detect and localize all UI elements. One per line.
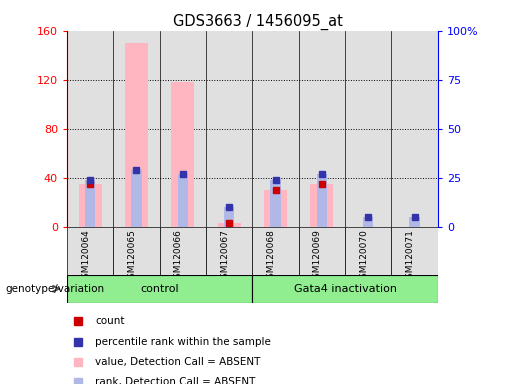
Bar [310,184,334,227]
Text: GSM120066: GSM120066 [174,229,183,284]
Bar [217,223,241,227]
Bar [299,227,345,275]
Bar [160,227,206,275]
Bar [224,207,234,227]
Bar [125,43,148,227]
Bar [299,31,345,227]
Text: GSM120069: GSM120069 [313,229,322,284]
Text: GSM120070: GSM120070 [359,229,368,284]
Bar [345,227,391,275]
Bar [131,170,142,227]
Bar [264,190,287,227]
Bar [409,217,420,227]
Bar [67,31,113,227]
Text: control: control [140,284,179,294]
Text: GDS3663 / 1456095_at: GDS3663 / 1456095_at [173,13,342,30]
Text: GSM120064: GSM120064 [81,229,90,284]
Bar [160,31,206,227]
Text: value, Detection Call = ABSENT: value, Detection Call = ABSENT [95,358,261,367]
Text: GSM120071: GSM120071 [406,229,415,284]
Bar [171,82,195,227]
Text: GSM120068: GSM120068 [267,229,276,284]
Bar [67,227,113,275]
Bar [78,184,101,227]
Bar [206,31,252,227]
Bar [113,227,160,275]
Bar [252,227,299,275]
Text: percentile rank within the sample: percentile rank within the sample [95,337,271,347]
Bar [391,227,438,275]
Bar [363,217,373,227]
Bar [391,31,438,227]
Text: GSM120067: GSM120067 [220,229,229,284]
Bar [317,174,327,227]
Bar [206,227,252,275]
Bar [345,31,391,227]
Text: GSM120065: GSM120065 [128,229,136,284]
Text: rank, Detection Call = ABSENT: rank, Detection Call = ABSENT [95,377,256,384]
Text: genotype/variation: genotype/variation [5,284,104,294]
Bar [67,275,252,303]
Bar [252,275,438,303]
Bar [113,31,160,227]
Bar [252,31,299,227]
Text: count: count [95,316,125,326]
Bar [270,180,281,227]
Bar [178,174,188,227]
Bar [85,180,95,227]
Text: Gata4 inactivation: Gata4 inactivation [294,284,397,294]
